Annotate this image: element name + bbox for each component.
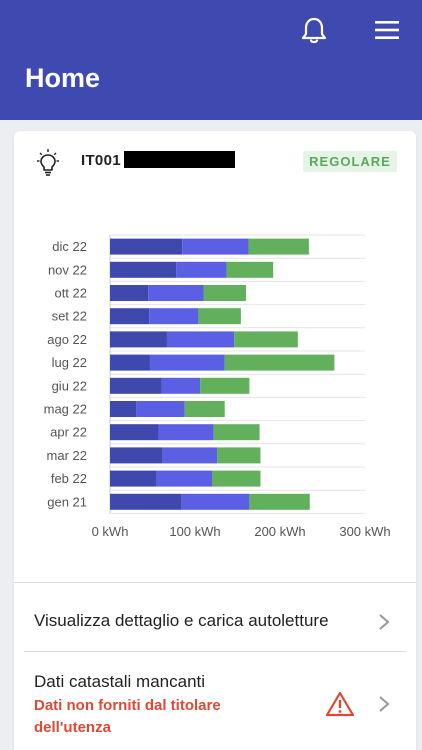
status-badge: REGOLARE: [303, 151, 397, 172]
warning-icon: [325, 691, 355, 717]
cadastral-row-subtitle: Dati non forniti dal titolare dell'utenz…: [34, 697, 221, 736]
divider: [14, 582, 416, 583]
redacted-code: [124, 151, 235, 168]
detail-row-label[interactable]: Visualizza dettaglio e carica autolettur…: [34, 611, 329, 630]
hamburger-menu-icon[interactable]: [371, 14, 403, 46]
supply-card: IT001 REGOLARE: [14, 131, 416, 750]
lightbulb-icon: [37, 149, 59, 176]
app-header: Home: [0, 0, 422, 120]
cadastral-row-label[interactable]: Dati catastali mancanti: [34, 672, 206, 691]
bell-icon[interactable]: [298, 14, 330, 46]
chevron-right-icon[interactable]: [377, 694, 391, 714]
supply-code: IT001: [81, 152, 121, 169]
divider: [24, 651, 406, 652]
chevron-right-icon[interactable]: [377, 612, 391, 632]
page-title: Home: [25, 63, 101, 93]
